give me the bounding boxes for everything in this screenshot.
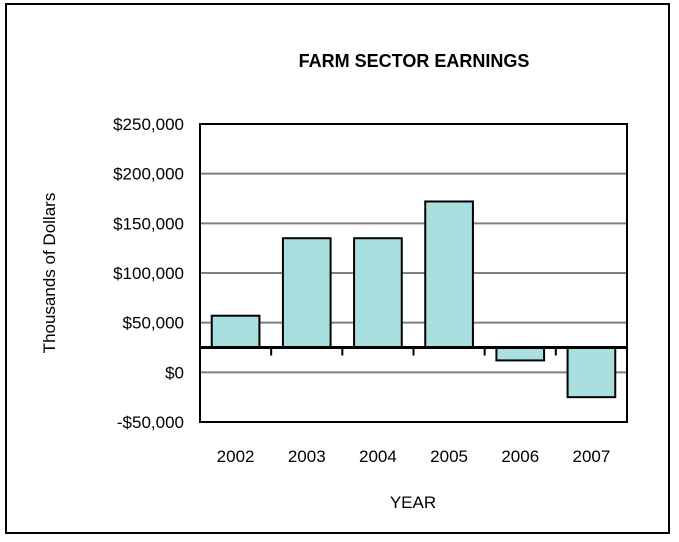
bar-2004: [353, 237, 403, 349]
bar-2006: [495, 346, 546, 362]
y-tick-label: $250,000: [113, 115, 184, 134]
y-tick-label: -$50,000: [117, 413, 184, 432]
x-tick-label: 2004: [359, 447, 397, 466]
y-tick-label: $50,000: [123, 314, 184, 333]
chart-title: FARM SECTOR EARNINGS: [299, 51, 530, 71]
chart-frame: [5, 3, 670, 534]
bar-2007: [566, 346, 617, 399]
y-axis-title: Thousands of Dollars: [40, 193, 59, 354]
gridlines: [200, 172, 627, 374]
x-tick-label: 2006: [501, 447, 539, 466]
y-axis-tick-labels: -$50,000 $0 $50,000 $100,000 $150,000 $200,00…: [113, 115, 184, 432]
y-tick-label: $100,000: [113, 264, 184, 283]
x-axis: [200, 346, 627, 356]
x-tick-label: 2007: [573, 447, 611, 466]
y-tick-label: $0: [165, 363, 184, 382]
x-axis-title: YEAR: [390, 493, 436, 512]
bars: [210, 200, 617, 399]
y-tick-label: $200,000: [113, 165, 184, 184]
bar-2005: [424, 200, 474, 349]
y-tick-label: $150,000: [113, 214, 184, 233]
bar-2002: [210, 314, 261, 349]
bar-2003: [281, 237, 332, 349]
x-axis-tick-labels: 2002 2003 2004 2005 2006 2007: [217, 447, 611, 466]
x-tick-label: 2002: [217, 447, 255, 466]
x-tick-label: 2003: [288, 447, 326, 466]
x-tick-label: 2005: [430, 447, 468, 466]
plot-area-border: [199, 123, 628, 423]
